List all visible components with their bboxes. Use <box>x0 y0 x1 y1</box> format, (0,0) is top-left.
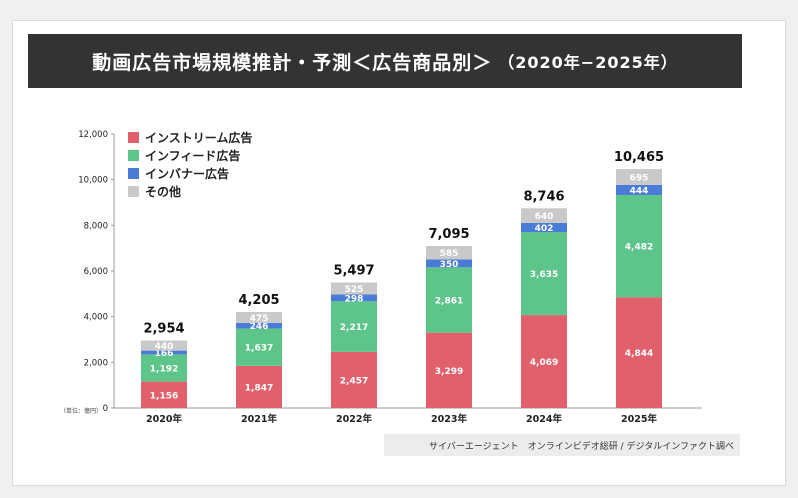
bar-segment <box>426 332 472 408</box>
legend-item-feed: インフィード広告 <box>128 146 252 164</box>
data-label: 4,482 <box>625 243 653 253</box>
data-label: 350 <box>440 260 459 270</box>
data-label: 440 <box>155 342 174 352</box>
legend-swatch-stream <box>128 131 139 143</box>
y-tick-label: 6,000 <box>84 267 108 277</box>
y-tick-label: 2,000 <box>84 358 108 368</box>
y-tick-label: 0 <box>103 404 108 414</box>
bar-segment <box>331 294 377 302</box>
x-tick-label: 2023年 <box>431 413 467 425</box>
legend-swatch-banner <box>128 167 139 179</box>
unit-note: （単位：億円） <box>60 408 103 415</box>
data-label: 585 <box>440 249 459 259</box>
x-tick-label: 2021年 <box>241 413 277 425</box>
data-label: 3,635 <box>530 270 558 280</box>
bar-segment <box>616 195 662 298</box>
legend-swatch-other <box>128 185 139 197</box>
data-label: 4,069 <box>530 358 558 368</box>
data-label: 1,156 <box>150 391 178 401</box>
total-label: 2,954 <box>143 322 184 337</box>
x-tick-label: 2025年 <box>621 413 657 425</box>
total-label: 10,465 <box>614 150 664 165</box>
bar-segment <box>331 301 377 352</box>
bar-segment <box>141 381 187 408</box>
bar-segment <box>141 354 187 382</box>
bar-segment <box>141 350 187 355</box>
chart-subtitle: （2020年−2025年） <box>498 53 678 72</box>
source-note: サイバーエージェント オンラインビデオ総研 / デジタルインファクト調べ <box>384 434 740 456</box>
bar-segment <box>141 340 187 351</box>
y-tick-label: 12,000 <box>78 130 108 140</box>
bar-segment <box>236 365 282 408</box>
y-tick-label: 4,000 <box>84 313 108 323</box>
data-label: 695 <box>630 173 649 183</box>
data-label: 298 <box>345 294 364 304</box>
data-label: 2,457 <box>340 376 368 386</box>
bar-segment <box>521 222 567 233</box>
data-label: 1,192 <box>150 364 178 374</box>
bar-segment <box>236 328 282 366</box>
bar-chart: 0 2,000 4,000 6,000 8,000 10,000 12,000 1,156 1,… <box>78 130 702 425</box>
legend-label-banner: インバナー広告 <box>145 166 230 181</box>
chart-title-bar: 動画広告市場規模推計・予測＜広告商品別＞ （2020年−2025年） <box>28 34 742 88</box>
data-label: 1,637 <box>245 344 273 354</box>
legend-label-other: その他 <box>145 184 182 199</box>
bar-segment <box>236 311 282 323</box>
data-label: 2,861 <box>435 297 463 307</box>
legend-label-stream: インストリーム広告 <box>145 130 253 145</box>
y-tick-label: 10,000 <box>78 176 108 186</box>
chart-title: 動画広告市場規模推計・予測＜広告商品別＞ <box>92 51 493 74</box>
data-label: 4,844 <box>625 349 653 359</box>
legend-item-banner: インバナー広告 <box>128 164 252 182</box>
data-label: 166 <box>155 349 174 359</box>
bar-segment <box>426 245 472 260</box>
legend-label-feed: インフィード広告 <box>145 148 241 163</box>
y-tick-label: 8,000 <box>84 221 108 231</box>
bar-segment <box>616 297 662 408</box>
bar-segment <box>236 322 282 329</box>
total-label: 5,497 <box>333 263 374 278</box>
legend-item-other: その他 <box>128 182 252 200</box>
bar-segment <box>426 259 472 268</box>
data-label: 1,847 <box>245 383 273 393</box>
total-label: 4,205 <box>238 293 279 308</box>
total-label: 7,095 <box>428 227 469 242</box>
bar-segment <box>331 282 377 295</box>
bar-segment <box>521 315 567 408</box>
bar-segment <box>616 184 662 196</box>
legend: インストリーム広告 インフィード広告 インバナー広告 その他 <box>128 128 252 200</box>
data-label: 246 <box>250 322 269 332</box>
data-label: 2,217 <box>340 323 368 333</box>
x-tick-label: 2024年 <box>526 413 562 425</box>
bar-segment <box>616 169 662 185</box>
bar-segment <box>426 267 472 333</box>
x-tick-label: 2020年 <box>146 413 182 425</box>
x-tick-label: 2022年 <box>336 413 372 425</box>
legend-swatch-feed <box>128 149 139 161</box>
bar-segment <box>521 232 567 316</box>
data-label: 444 <box>630 186 649 196</box>
legend-item-stream: インストリーム広告 <box>128 128 252 146</box>
bar-segment <box>331 351 377 408</box>
data-label: 525 <box>345 285 364 295</box>
data-label: 475 <box>250 314 269 324</box>
data-label: 402 <box>535 224 554 234</box>
data-label: 3,299 <box>435 367 463 377</box>
total-label: 8,746 <box>523 189 564 204</box>
bar-segment <box>521 208 567 223</box>
data-label: 640 <box>535 212 554 222</box>
